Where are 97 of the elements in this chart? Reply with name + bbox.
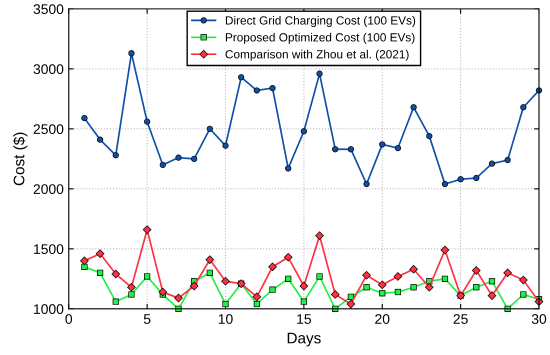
point [252, 292, 262, 302]
y-tick-label: 2500 [34, 124, 64, 134]
x-tick-label: 10 [218, 314, 233, 324]
point [379, 141, 386, 148]
point [175, 154, 182, 161]
point [379, 290, 386, 296]
y-axis-title: Cost ($) [12, 132, 28, 186]
point [300, 128, 308, 134]
point [316, 273, 323, 280]
y-tick-label: 2000 [34, 184, 64, 194]
point [81, 114, 88, 122]
point [160, 162, 166, 168]
point [363, 284, 370, 290]
x-tick-label: 30 [532, 314, 546, 324]
point [300, 298, 308, 305]
point [332, 306, 338, 312]
point [394, 288, 402, 296]
point [426, 132, 432, 140]
point [300, 282, 308, 290]
point [206, 270, 213, 276]
point [442, 276, 448, 282]
point [96, 136, 104, 143]
point [142, 225, 152, 234]
point [96, 270, 104, 276]
point [254, 300, 260, 308]
x-axis-title: Days [288, 332, 321, 346]
point [442, 180, 448, 188]
y-tick-label: 3500 [34, 4, 64, 14]
y-tick-label: 3000 [34, 64, 64, 74]
point [394, 144, 402, 152]
x-tick-label: 25 [454, 314, 468, 324]
point [128, 50, 135, 56]
point [348, 294, 354, 300]
point [409, 264, 418, 274]
point [378, 280, 387, 290]
point [424, 282, 434, 292]
point [269, 84, 276, 92]
y-tick-label: 1500 [34, 244, 64, 254]
point [112, 152, 119, 158]
point [315, 231, 324, 240]
point [238, 74, 244, 80]
point [503, 268, 512, 278]
point [127, 282, 136, 292]
point [144, 118, 150, 125]
point [80, 256, 89, 266]
point [222, 300, 229, 308]
point [473, 174, 480, 182]
point [158, 288, 168, 296]
x-tick-label: 0 [65, 314, 72, 324]
point [128, 291, 135, 298]
legend-label: Comparison with Zhou et al. (2021) [226, 50, 409, 61]
point [394, 272, 402, 281]
point [191, 156, 198, 162]
point [96, 249, 104, 258]
point [285, 276, 292, 282]
point [457, 176, 464, 182]
point [520, 104, 526, 110]
legend-label: Proposed Optimized Cost (100 EVs) [226, 32, 414, 44]
point [363, 180, 370, 188]
point [112, 298, 119, 305]
point [190, 282, 198, 290]
point [222, 142, 229, 149]
point [410, 104, 417, 110]
point [472, 266, 481, 275]
x-tick-label: 20 [375, 314, 390, 324]
point [268, 262, 277, 272]
point [81, 264, 88, 270]
point [346, 300, 356, 308]
y-tick-label: 1000 [34, 304, 64, 314]
x-tick-label: 5 [144, 314, 150, 324]
point [362, 270, 371, 280]
point [488, 278, 496, 284]
point [144, 273, 150, 280]
point [440, 246, 450, 254]
point [284, 252, 292, 262]
point [488, 160, 496, 167]
point [504, 156, 511, 164]
point [504, 306, 511, 312]
point [410, 284, 417, 290]
point [330, 290, 340, 299]
point [488, 291, 496, 300]
legend-label: Direct Grid Charging Cost (100 EVs) [226, 16, 416, 27]
point [206, 126, 213, 132]
point [285, 165, 292, 172]
point [254, 87, 260, 94]
point [269, 286, 276, 293]
point [348, 146, 354, 152]
point [206, 255, 214, 264]
point [519, 276, 528, 284]
point [473, 284, 480, 290]
point [316, 70, 323, 77]
x-tick-label: 15 [297, 314, 312, 324]
point [332, 146, 338, 152]
point [520, 291, 526, 298]
point [174, 294, 183, 302]
point [111, 270, 120, 278]
point [221, 276, 230, 286]
